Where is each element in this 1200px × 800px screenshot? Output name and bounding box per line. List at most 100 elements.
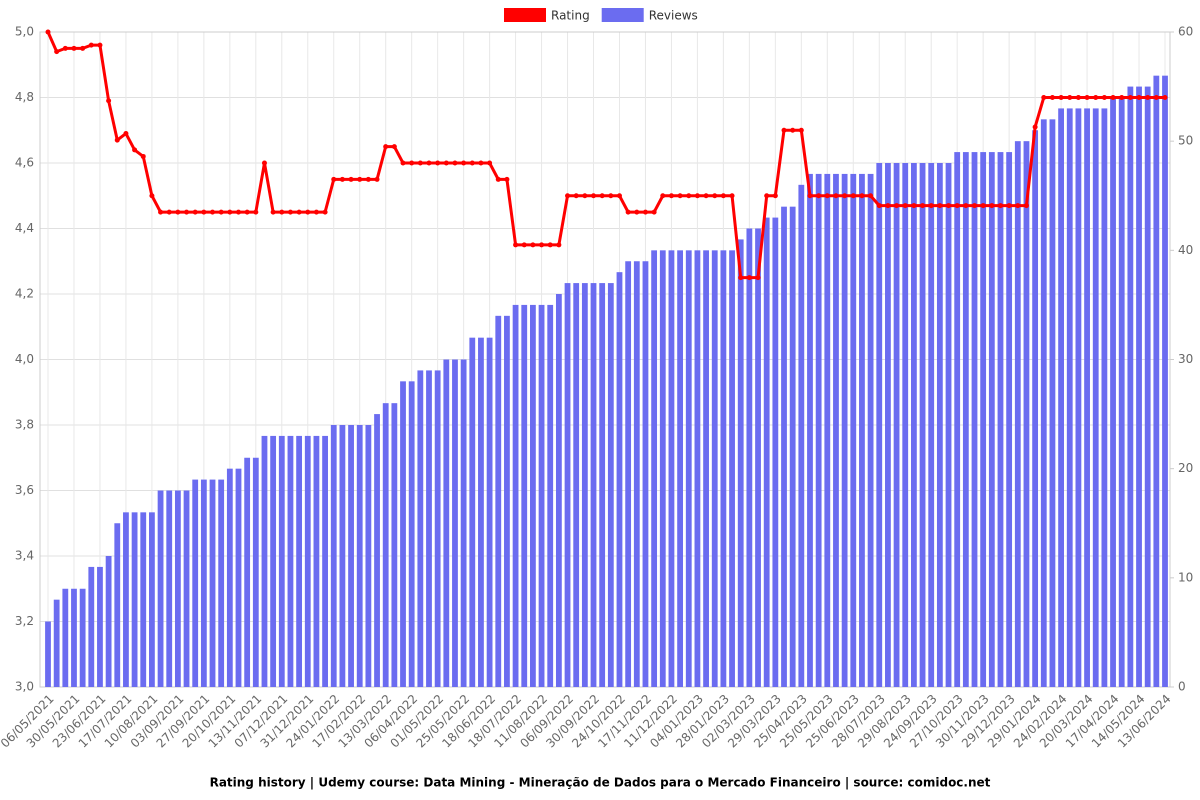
point <box>556 242 562 248</box>
bar <box>1101 108 1108 687</box>
point <box>417 160 423 166</box>
bar <box>330 425 337 687</box>
bar <box>781 206 787 687</box>
bar <box>755 228 761 687</box>
bar <box>815 173 822 687</box>
bar <box>469 337 476 687</box>
bar <box>1049 119 1056 688</box>
point <box>201 209 207 215</box>
point <box>868 193 874 199</box>
bar <box>356 425 363 687</box>
point <box>980 203 986 209</box>
point <box>824 193 830 199</box>
bar <box>694 250 701 688</box>
bar <box>45 621 51 687</box>
bar <box>980 152 987 688</box>
bar <box>486 337 493 687</box>
point <box>850 193 856 199</box>
point <box>244 209 250 215</box>
bar <box>71 588 77 687</box>
bar <box>945 163 952 687</box>
point <box>1058 95 1064 100</box>
bar <box>555 294 562 687</box>
bar <box>166 490 173 687</box>
bar <box>841 173 848 687</box>
point <box>132 147 138 153</box>
point <box>1084 95 1090 100</box>
point <box>383 144 389 150</box>
bar <box>296 435 303 687</box>
bar <box>114 523 121 687</box>
bar <box>711 250 718 688</box>
point <box>642 209 648 215</box>
point <box>1006 203 1012 209</box>
point <box>954 203 960 209</box>
bar <box>1014 141 1021 687</box>
bar <box>478 337 484 687</box>
point <box>391 144 397 150</box>
point <box>1119 95 1125 100</box>
point <box>1067 95 1073 100</box>
bar <box>547 304 554 687</box>
bar <box>209 479 216 687</box>
point <box>1153 95 1159 100</box>
point <box>937 203 943 209</box>
bar <box>928 163 935 687</box>
y-tick-label: 4,8 <box>15 90 34 104</box>
y2-tick-label: 20 <box>1178 461 1193 475</box>
point <box>184 209 190 215</box>
point <box>210 209 216 215</box>
point <box>755 275 761 281</box>
bar <box>278 435 285 687</box>
bar <box>651 250 658 688</box>
bar <box>348 425 354 687</box>
point <box>261 160 267 166</box>
bar <box>1066 108 1073 687</box>
y-tick-label: 5,0 <box>15 25 34 39</box>
bar <box>633 261 640 687</box>
bar <box>79 588 86 687</box>
point <box>521 242 527 248</box>
bar <box>772 217 779 688</box>
point <box>357 176 363 182</box>
bar <box>304 435 311 687</box>
point <box>1136 95 1142 100</box>
bar <box>1075 108 1082 687</box>
point <box>452 160 458 166</box>
point <box>114 137 120 143</box>
bar <box>1006 152 1013 688</box>
bar <box>53 599 60 687</box>
bar <box>971 152 978 688</box>
point <box>443 160 449 166</box>
point <box>816 193 822 199</box>
point <box>149 193 155 199</box>
point <box>322 209 328 215</box>
point <box>1041 95 1047 100</box>
point <box>573 193 579 199</box>
bar <box>850 173 857 687</box>
point <box>746 275 752 281</box>
bar <box>599 283 606 687</box>
point <box>963 203 969 209</box>
bar <box>564 283 571 687</box>
y-tick-label: 4,4 <box>15 221 34 235</box>
point <box>946 203 952 209</box>
point <box>842 193 848 199</box>
bar <box>798 184 805 688</box>
legend-swatch <box>601 8 644 22</box>
point <box>45 29 51 35</box>
point <box>296 209 302 215</box>
y-tick-label: 4,6 <box>15 156 34 170</box>
point <box>218 209 224 215</box>
bar <box>183 490 190 687</box>
point <box>565 193 571 199</box>
bar <box>452 359 458 687</box>
bar <box>625 261 632 687</box>
bar <box>495 315 502 687</box>
point <box>1101 95 1107 100</box>
bar <box>313 435 320 687</box>
bar <box>885 163 891 687</box>
bar <box>140 512 147 687</box>
point <box>313 209 319 215</box>
bar <box>1084 108 1090 687</box>
